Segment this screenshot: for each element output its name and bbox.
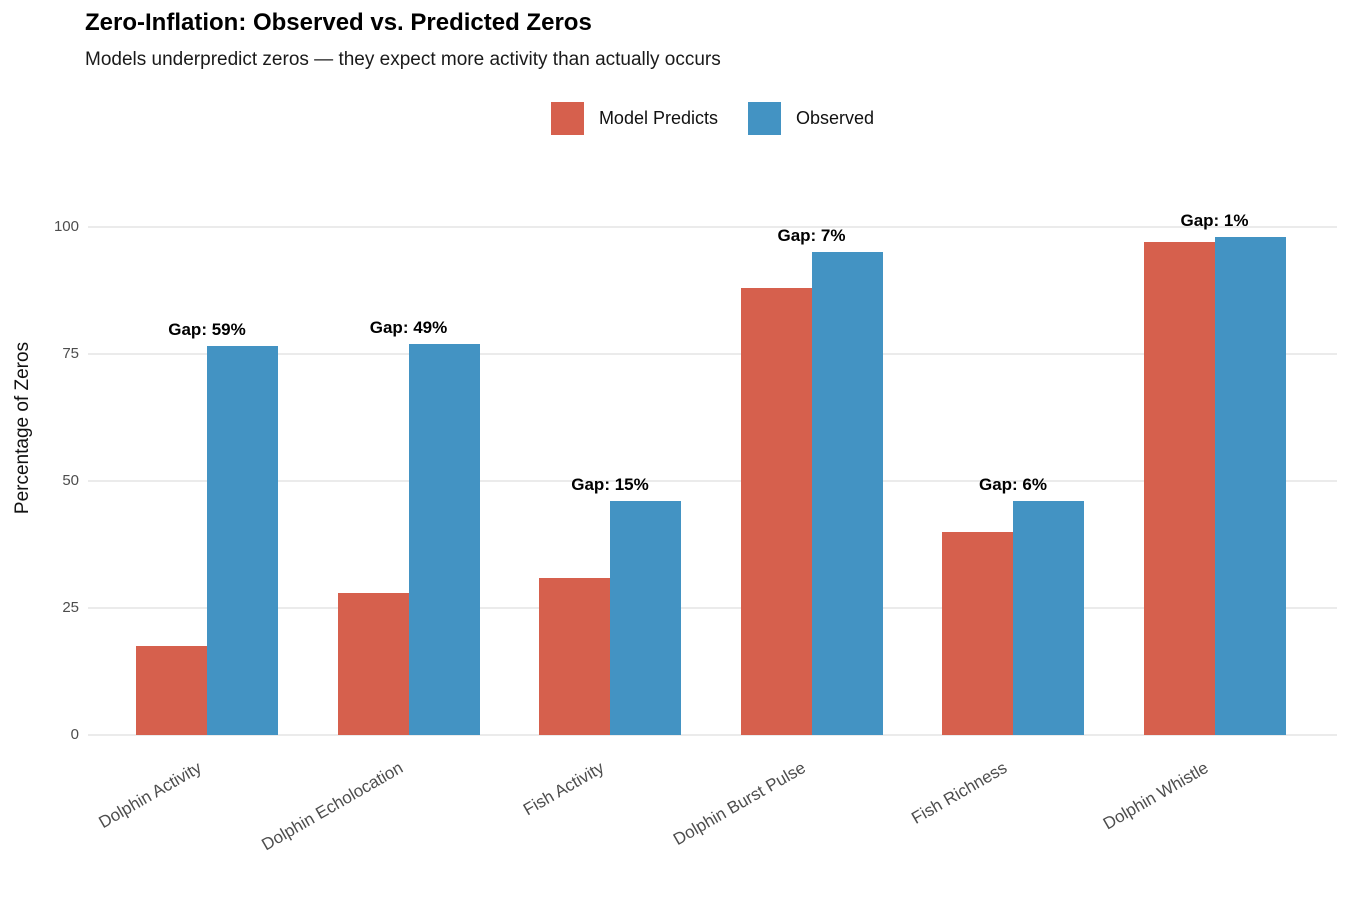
legend-label-model-predicts: Model Predicts — [598, 107, 718, 128]
y-tick-label-100: 100 — [53, 218, 79, 235]
bar-group-dolphin-whistle: Gap: 1% — [1143, 211, 1286, 735]
gridline-50 — [88, 480, 1337, 482]
gridline-0 — [88, 734, 1337, 736]
bar-model-predicts-dolphin-whistle — [1143, 242, 1215, 735]
bar-model-predicts-dolphin-echolocation — [337, 592, 409, 735]
gridline-25 — [88, 607, 1337, 609]
gap-label-dolphin-activity: Gap: 59% — [168, 320, 246, 340]
y-tick-label-0: 0 — [70, 726, 79, 743]
chart-title: Zero-Inflation: Observed vs. Predicted Z… — [85, 9, 592, 36]
x-axis-label-dolphin-burst-pulse: Dolphin Burst Pulse — [670, 758, 809, 850]
gap-label-fish-richness: Gap: 6% — [978, 475, 1048, 495]
legend-swatch-observed — [748, 101, 781, 135]
gridline-75 — [88, 353, 1337, 355]
bar-observed-fish-richness — [1013, 501, 1084, 735]
bar-model-predicts-fish-activity — [539, 577, 610, 735]
y-tick-label-75: 75 — [62, 345, 79, 362]
gap-label-dolphin-whistle: Gap: 1% — [1180, 211, 1249, 231]
plot-area: 0 25 50 75 100 Gap: 59% Dolphin Activity Gap: 4… — [54, 211, 1337, 854]
x-axis-label-fish-activity: Fish Activity — [520, 758, 608, 820]
chart-subtitle: Models underpredict zeros — they expect … — [85, 49, 721, 70]
bar-group-fish-activity: Gap: 15% — [539, 227, 681, 735]
gridline-100 — [88, 226, 1337, 228]
legend: Model Predicts Observed — [88, 101, 1337, 135]
y-tick-label-50: 50 — [62, 472, 79, 489]
y-tick-label-25: 25 — [62, 599, 79, 616]
bar-group-fish-richness: Gap: 6% — [942, 227, 1084, 735]
legend-item-model-predicts: Model Predicts — [550, 101, 718, 135]
x-axis-label-dolphin-whistle: Dolphin Whistle — [1100, 758, 1212, 834]
bar-model-predicts-fish-richness — [942, 531, 1013, 735]
legend-label-observed: Observed — [796, 107, 875, 128]
bar-observed-dolphin-whistle — [1214, 237, 1286, 735]
x-axis-label-dolphin-echolocation: Dolphin Echolocation — [258, 758, 406, 855]
bar-group-dolphin-echolocation: Gap: 49% — [337, 227, 480, 735]
gap-label-fish-activity: Gap: 15% — [571, 475, 649, 495]
x-axis-label-dolphin-activity: Dolphin Activity — [95, 758, 205, 833]
bar-model-predicts-dolphin-burst-pulse — [740, 287, 812, 735]
bar-observed-dolphin-burst-pulse — [811, 252, 883, 735]
x-axis-label-fish-richness: Fish Richness — [908, 758, 1011, 828]
bar-observed-dolphin-echolocation — [408, 343, 480, 735]
gap-label-dolphin-burst-pulse: Gap: 7% — [777, 226, 846, 246]
bar-model-predicts-dolphin-activity — [136, 646, 207, 735]
bar-group-dolphin-activity: Gap: 59% — [136, 227, 278, 735]
bar-group-dolphin-burst-pulse: Gap: 7% — [740, 226, 883, 735]
gap-label-dolphin-echolocation: Gap: 49% — [369, 317, 448, 337]
legend-item-observed: Observed — [748, 101, 875, 135]
legend-swatch-model-predicts — [550, 101, 584, 135]
bar-observed-fish-activity — [610, 501, 681, 735]
bar-observed-dolphin-activity — [207, 346, 278, 735]
